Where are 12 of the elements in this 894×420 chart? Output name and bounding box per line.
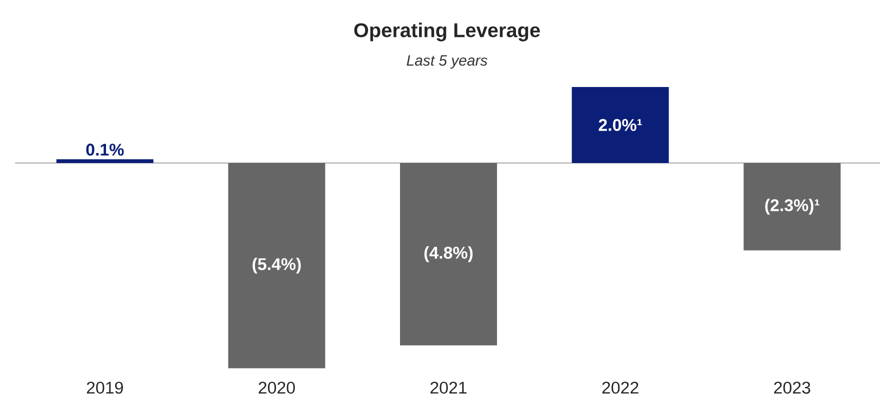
data-label: (5.4%) bbox=[252, 258, 301, 274]
chart-title: Operating Leverage bbox=[354, 22, 540, 42]
x-tick-label: 2021 bbox=[430, 382, 467, 394]
x-tick-label: 2020 bbox=[258, 382, 295, 394]
data-label: (2.3%)¹ bbox=[765, 198, 820, 215]
data-label: 0.1% bbox=[86, 144, 124, 156]
x-tick-label: 2019 bbox=[86, 382, 123, 394]
x-tick-label: 2023 bbox=[774, 382, 810, 394]
data-label: (4.8%) bbox=[424, 246, 473, 262]
data-label: 2.0%¹ bbox=[598, 119, 642, 131]
x-tick-label: 2022 bbox=[602, 382, 638, 394]
chart-subtitle: Last 5 years bbox=[406, 55, 488, 69]
